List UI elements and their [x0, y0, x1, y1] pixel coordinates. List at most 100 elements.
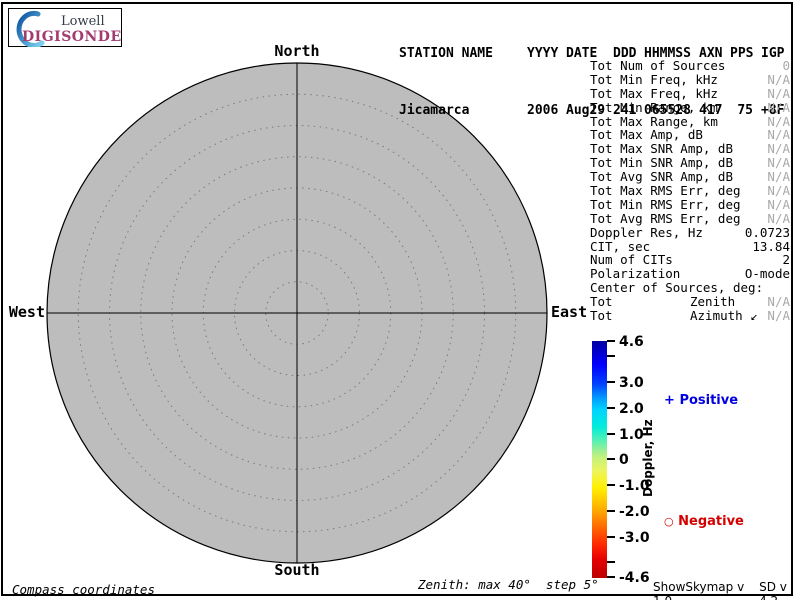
colorbar-tick-label: 1.0: [619, 427, 644, 443]
stats-row: Tot Max Freq, kHz N/A: [590, 85, 790, 101]
stats-row: Polarization O-mode: [590, 267, 790, 281]
stat-label: Tot Max Range, km: [590, 113, 718, 129]
stat-value: 0: [782, 58, 790, 73]
stats-row: Num of CITs 2: [590, 253, 790, 267]
stats-row: Tot Max Amp, dB N/A: [590, 128, 790, 142]
colorbar-tick: [607, 561, 615, 563]
colorbar-tick: [607, 484, 615, 486]
stat-sublabel: Zenith: [690, 294, 736, 310]
stat-label: Doppler Res, Hz: [590, 224, 703, 240]
showskymap-version: ShowSkymap v 1.0: [653, 580, 745, 600]
stats-row: Tot Num of Sources 0: [590, 59, 790, 73]
version-info: ShowSkymap v 1.0 SD v 4.2: [653, 580, 800, 600]
stat-value: N/A: [767, 141, 790, 157]
stats-row-azimuth: Tot Azimuth ↙ N/A: [590, 309, 790, 323]
stat-label: Polarization: [590, 266, 681, 282]
stat-value: N/A: [767, 294, 790, 310]
compass-label-south: South: [274, 561, 320, 579]
colorbar-tick: [607, 355, 615, 357]
stat-label: CIT, sec: [590, 238, 651, 254]
colorbar-tick-label: 2.0: [619, 401, 644, 417]
stat-label: Tot Max Amp, dB: [590, 127, 703, 143]
compass-label-north: North: [274, 42, 320, 60]
lowell-digisonde-logo: Lowell DIGISONDE: [8, 8, 122, 47]
coordinates-mode-label: Compass coordinates: [12, 582, 155, 597]
stats-row: Tot Max SNR Amp, dB N/A: [590, 142, 790, 156]
stat-label: Tot Min Range, km: [590, 99, 718, 115]
station-name-label: STATION NAME: [399, 46, 493, 61]
stat-value: N/A: [767, 308, 790, 324]
stats-row: Tot Avg SNR Amp, dB N/A: [590, 170, 790, 184]
stat-label: Num of CITs: [590, 252, 673, 268]
station-name-value: Jicamarca: [399, 103, 470, 118]
compass-label-east: East: [551, 303, 588, 321]
stats-row: CIT, sec 13.84: [590, 238, 790, 254]
stat-value: N/A: [767, 210, 790, 226]
stats-row: Tot Min Range, km N/A: [590, 99, 790, 115]
colorbar-tick-label: -4.6: [619, 570, 650, 586]
colorbar-tick-label: -2.0: [619, 504, 650, 520]
colorbar-tick: [607, 510, 615, 512]
stats-row: Tot Avg RMS Err, deg N/A: [590, 210, 790, 226]
header-col-pps: PPS 75: [730, 46, 754, 118]
stat-label: Tot Avg RMS Err, deg: [590, 210, 741, 226]
stat-label: Tot Max SNR Amp, dB: [590, 141, 733, 157]
stat-value: N/A: [767, 71, 790, 87]
header-col-igp: IGP +8F: [761, 46, 785, 118]
stat-label: Tot Max Freq, kHz: [590, 85, 718, 101]
colorbar-tick: [607, 340, 615, 342]
stat-value: N/A: [767, 113, 790, 129]
circle-marker-icon: ○: [664, 515, 674, 528]
colorbar-tick: [607, 536, 615, 538]
stat-label: Tot Min SNR Amp, dB: [590, 155, 733, 171]
stats-row: Tot Min SNR Amp, dB N/A: [590, 156, 790, 170]
doppler-colorbar: [592, 341, 607, 578]
logo-text-lowell: Lowell: [61, 14, 105, 29]
colorbar-tick-label: -3.0: [619, 530, 650, 546]
zenith-range-label: Zenith: max 40° step 5°: [418, 577, 599, 592]
stat-value: N/A: [767, 196, 790, 212]
totals-stats-panel: Tot Num of Sources 0 Tot Min Freq, kHz N…: [590, 59, 790, 323]
colorbar-tick: [607, 381, 615, 383]
stat-value: N/A: [767, 183, 790, 199]
colorbar-axis-title: Doppler, Hz: [641, 419, 655, 497]
stat-label: Tot Min Freq, kHz: [590, 71, 718, 87]
stats-row: Tot Max RMS Err, deg N/A: [590, 184, 790, 198]
stat-value: 13.84: [752, 238, 790, 254]
header-col-ddd: DDD 241: [613, 46, 637, 118]
stat-label: Tot: [590, 294, 613, 310]
stat-label: Tot Min RMS Err, deg: [590, 196, 741, 212]
stats-row: Tot Max Range, km N/A: [590, 113, 790, 129]
legend-negative: ○ Negative: [664, 514, 744, 529]
stat-value: 0.0723: [744, 224, 790, 240]
stat-label: Tot Num of Sources: [590, 58, 726, 73]
stat-value: N/A: [767, 169, 790, 185]
stats-row: Tot Min RMS Err, deg N/A: [590, 198, 790, 212]
legend-positive: + Positive: [664, 393, 739, 408]
compass-label-west: West: [8, 303, 45, 321]
header-col-axn: AXN 417: [699, 46, 723, 118]
colorbar-tick-label: -1.0: [619, 478, 650, 494]
header-col-date: DATE Aug29: [566, 46, 606, 118]
stat-sublabel: Azimuth ↙: [690, 308, 758, 324]
stat-value: N/A: [767, 155, 790, 171]
stat-label: Tot Max RMS Err, deg: [590, 183, 741, 199]
sd-version: SD v 4.2: [759, 580, 787, 600]
station-header: STATION NAME Jicamarca YYYY 2006 DATE Au…: [399, 6, 792, 158]
colorbar-tick: [607, 407, 615, 409]
stat-label: Tot: [590, 308, 613, 324]
colorbar-tick: [607, 433, 615, 435]
stat-label: Tot Avg SNR Amp, dB: [590, 169, 733, 185]
header-col-hhmmss: HHMMSS 065528: [644, 46, 691, 118]
colorbar-tick-label: 3.0: [619, 375, 644, 391]
stat-value: N/A: [767, 99, 790, 115]
stats-row: Doppler Res, Hz 0.0723: [590, 224, 790, 240]
colorbar-tick: [607, 458, 615, 460]
center-of-sources-header: Center of Sources, deg:: [590, 280, 764, 296]
stat-value: N/A: [767, 85, 790, 101]
plus-marker-icon: +: [664, 393, 675, 408]
colorbar-tick: [607, 576, 615, 578]
header-col-station: STATION NAME Jicamarca: [399, 6, 527, 158]
